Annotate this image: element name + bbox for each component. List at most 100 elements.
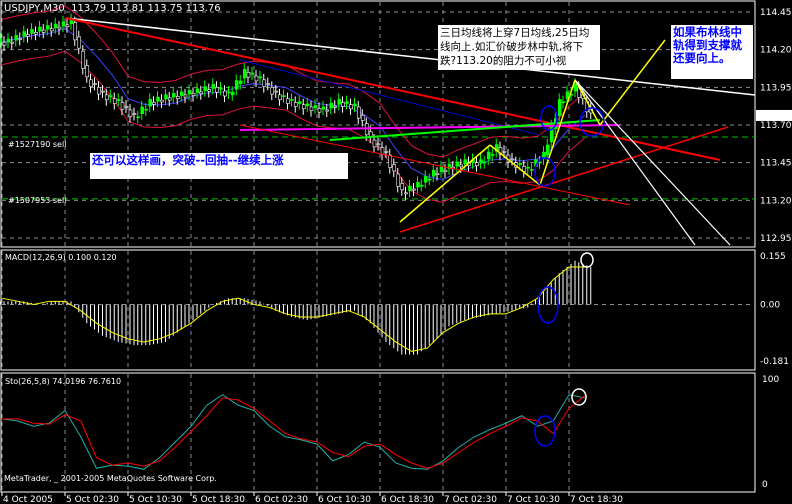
candle-body: [2, 41, 7, 46]
candle-body: [215, 87, 219, 93]
candle-body: [431, 169, 436, 177]
candle-body: [404, 192, 408, 195]
candle-body: [211, 84, 216, 89]
candle-body: [482, 161, 487, 164]
candle-body: [49, 28, 54, 32]
candle-body: [30, 29, 34, 34]
candle-body: [309, 106, 314, 111]
current-price-box: [756, 109, 792, 121]
candle-body: [286, 98, 290, 104]
candle-body: [223, 90, 227, 97]
trendline: [599, 39, 666, 126]
trendline: [399, 126, 729, 233]
sto-title: Sto(26,5,8) 74.0196 76.7610: [5, 377, 122, 386]
candle-body: [545, 144, 550, 156]
candle-body: [167, 97, 172, 101]
trendline: [239, 59, 541, 136]
trendline: [65, 17, 721, 161]
price-tick-label: 113.95: [760, 83, 792, 93]
candle-body: [136, 116, 141, 119]
symbol-header: USDJPY,M30 113.79 113.81 113.75 113.76: [4, 3, 221, 14]
candle-body: [89, 79, 93, 87]
time-label: 5 Oct 10:30: [129, 495, 182, 504]
candle-body: [258, 76, 263, 79]
highlight-circle: [534, 157, 556, 187]
sto-tick-label: 100: [762, 375, 779, 385]
candle-body: [372, 139, 377, 148]
candle-body: [112, 98, 117, 104]
candle-body: [530, 169, 534, 171]
macd-blue-circle: [537, 286, 559, 324]
bollinger-band: [1, 50, 586, 203]
candle-body: [270, 87, 275, 95]
candle-body: [41, 29, 46, 33]
candle-body: [132, 113, 137, 115]
candle-body: [171, 93, 176, 98]
candle-body: [246, 71, 251, 78]
highlight-circle: [540, 105, 558, 131]
trendline: [399, 144, 491, 223]
time-label: 7 Oct 10:30: [507, 495, 560, 504]
bollinger-band: [1, 28, 586, 181]
price-tick-label: 114.45: [760, 8, 792, 18]
candle-body: [573, 84, 578, 92]
macd-white-circle: [580, 252, 594, 268]
sto-blue-circle: [534, 415, 556, 447]
candle-body: [396, 173, 401, 187]
macd-tick-label: 0.155: [760, 252, 786, 262]
candle-body: [254, 75, 259, 82]
candle-body: [317, 108, 322, 113]
candle-body: [447, 163, 452, 169]
candle-body: [419, 184, 424, 187]
candle-body: [325, 109, 330, 112]
trendline: [239, 124, 631, 206]
candle-body: [408, 185, 412, 192]
candle-body: [57, 26, 62, 30]
candle-body: [152, 102, 156, 105]
time-label: 5 Oct 18:30: [192, 495, 245, 504]
time-label: 6 Oct 18:30: [381, 495, 434, 504]
candle-body: [175, 96, 180, 99]
candle-body: [18, 38, 23, 40]
macd-title: MACD(12,26,9) 0.100 0.120: [5, 253, 117, 262]
candle-body: [345, 101, 349, 104]
sto-main-line: [1, 394, 585, 470]
candle-body: [297, 101, 302, 104]
candle-body: [349, 104, 353, 110]
candle-body: [45, 25, 50, 30]
candle-body: [148, 99, 153, 107]
candle-body: [104, 94, 109, 101]
trendline: [574, 79, 731, 246]
candle-body: [191, 93, 196, 96]
candle-body: [53, 23, 58, 29]
candle-body: [494, 144, 499, 152]
note-top: 三日均线将上穿7日均线,25日均线向上.如汇价破步林中轨,将下跌?113.20的…: [438, 25, 600, 70]
candle-body: [333, 105, 338, 108]
candle-body: [459, 164, 464, 168]
candle-body: [22, 31, 27, 37]
candle-body: [199, 91, 204, 95]
candle-body: [392, 164, 397, 172]
candle-body: [128, 109, 133, 118]
candle-body: [423, 175, 428, 183]
candle-body: [230, 91, 235, 96]
candle-body: [356, 106, 361, 119]
candle-body: [116, 99, 121, 101]
candle-body: [81, 50, 86, 69]
candle-body: [108, 95, 113, 98]
candle-body: [207, 89, 212, 92]
trendline: [65, 17, 756, 96]
candle-body: [498, 147, 503, 155]
candle-body: [486, 151, 491, 160]
trendline: [489, 144, 541, 186]
note-left: 还可以这样画，突破--回抽--继续上涨: [90, 153, 348, 179]
candle-body: [195, 88, 200, 93]
candle-body: [183, 94, 188, 98]
candle-body: [557, 99, 562, 116]
macd-tick-label: -0.181: [760, 357, 789, 367]
candle-body: [290, 99, 294, 101]
candle-body: [203, 86, 208, 92]
candle-body: [427, 178, 432, 181]
